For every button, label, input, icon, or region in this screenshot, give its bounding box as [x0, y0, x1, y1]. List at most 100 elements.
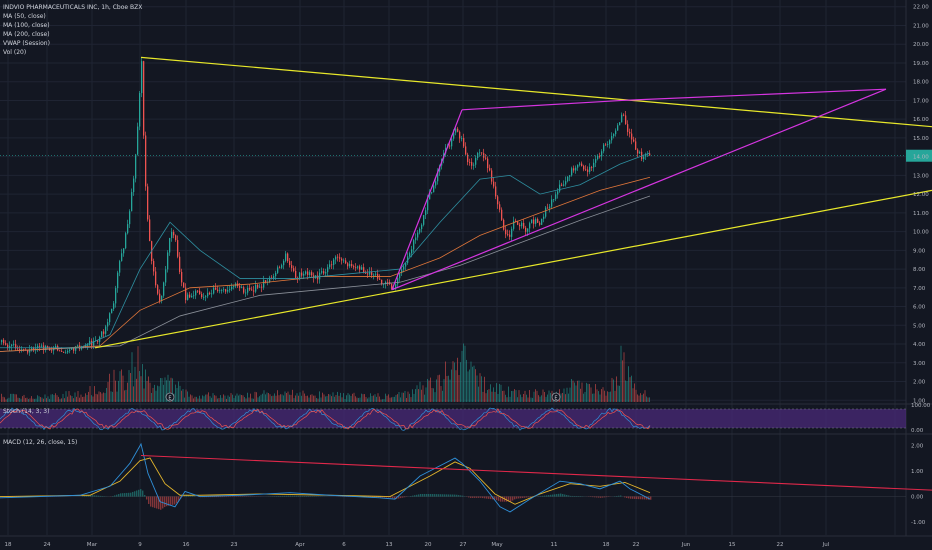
macd-histogram-bar — [164, 496, 166, 508]
volume-bar — [242, 395, 244, 402]
candle-body — [93, 341, 95, 346]
macd-histogram-bar — [596, 496, 598, 498]
volume-bar — [202, 395, 203, 402]
volume-bar — [80, 394, 82, 402]
macd-histogram-bar — [436, 494, 438, 497]
macd-histogram-bar — [470, 496, 472, 498]
volume-bar — [460, 362, 461, 402]
macd-histogram-bar — [594, 496, 596, 498]
macd-histogram-bar — [154, 496, 156, 508]
indicator-ma100[interactable]: MA (100, close) — [3, 22, 50, 29]
macd-histogram-bar — [372, 496, 374, 498]
volume-bar — [569, 387, 571, 402]
candle-body — [39, 345, 41, 347]
volume-bar — [238, 395, 239, 402]
volume-bar — [77, 391, 79, 402]
volume-bar — [62, 393, 64, 402]
volume-bar — [499, 383, 500, 402]
volume-bar — [17, 397, 19, 402]
candle-body — [207, 292, 209, 297]
price-axis-tick-label: 4.00 — [913, 342, 926, 348]
volume-bar — [583, 393, 584, 402]
volume-bar — [262, 393, 263, 402]
volume-bar — [98, 391, 100, 402]
volume-bar — [158, 386, 160, 402]
volume-bar — [427, 378, 428, 402]
volume-bar — [605, 395, 607, 402]
candle-body — [387, 282, 389, 283]
candle-body — [273, 276, 275, 279]
volume-bar — [370, 393, 371, 402]
macd-histogram-bar — [192, 495, 194, 497]
volume-bar — [544, 391, 545, 402]
candle-body — [415, 237, 417, 241]
candle-body — [117, 272, 119, 289]
volume-bar — [59, 398, 61, 402]
candle-body — [487, 158, 489, 169]
volume-bar — [490, 384, 491, 402]
candle-body — [293, 268, 295, 271]
candle-body — [171, 232, 173, 238]
macd-histogram-bar — [544, 495, 546, 497]
macd-histogram-bar — [216, 496, 218, 498]
candle-body — [365, 272, 367, 274]
volume-bar — [211, 397, 212, 402]
volume-bar — [364, 394, 365, 402]
volume-bar — [227, 395, 229, 402]
macd-histogram-bar — [128, 492, 130, 497]
volume-bar — [155, 390, 157, 402]
volume-bar — [497, 393, 499, 402]
macd-panel-label[interactable]: MACD (12, 26, close, 15) — [3, 439, 78, 446]
macd-histogram-bar — [604, 496, 606, 498]
volume-bar — [181, 390, 182, 402]
macd-histogram-bar — [120, 493, 122, 497]
macd-histogram-bar — [434, 494, 436, 497]
volume-bar — [176, 388, 178, 402]
macd-histogram-bar — [628, 496, 630, 499]
candle-body — [275, 272, 277, 277]
price-axis-tick-label: 19.00 — [913, 61, 929, 67]
volume-bar — [302, 390, 304, 402]
candle-body — [569, 175, 571, 177]
candle-body — [101, 331, 103, 337]
volume-bar — [100, 392, 101, 402]
volume-bar — [436, 379, 437, 402]
macd-histogram-bar — [374, 496, 376, 498]
candle-body — [503, 219, 505, 230]
indicator-ma50[interactable]: MA (50, close) — [3, 13, 46, 20]
candle-body — [245, 292, 247, 294]
stoch-panel-label[interactable]: Stoch (14, 3, 3) — [3, 408, 50, 415]
volume-bar — [545, 396, 547, 402]
candle-body — [321, 271, 323, 273]
candle-body — [209, 292, 211, 294]
macd-histogram-bar — [632, 496, 634, 499]
volume-bar — [151, 392, 152, 402]
volume-bar — [409, 393, 410, 402]
indicator-volume[interactable]: Vol (20) — [3, 49, 27, 56]
indicator-vwap[interactable]: VWAP (Session) — [3, 40, 50, 47]
macd-histogram-bar — [302, 495, 304, 497]
volume-bar — [47, 396, 49, 402]
candle-body — [555, 194, 557, 200]
macd-histogram-bar — [142, 490, 144, 497]
volume-bar — [406, 397, 407, 402]
macd-histogram-bar — [416, 494, 418, 497]
volume-bar — [485, 393, 487, 402]
volume-bar — [530, 397, 532, 402]
time-axis-tick-label: 20 — [425, 542, 432, 548]
volume-bar — [206, 394, 208, 402]
indicator-ma200[interactable]: MA (200, close) — [3, 31, 50, 38]
candle-body — [121, 253, 123, 262]
volume-bar — [271, 396, 272, 402]
macd-histogram-bar — [438, 494, 440, 497]
time-axis-tick-label: Mar — [87, 542, 98, 548]
volume-bar — [130, 373, 131, 402]
volume-bar — [22, 396, 23, 402]
time-axis-background — [0, 537, 932, 550]
volume-bar — [257, 397, 259, 402]
candle-body — [535, 219, 537, 224]
macd-histogram-bar — [378, 496, 380, 498]
volume-bar — [389, 397, 391, 402]
macd-histogram-bar — [644, 496, 646, 500]
